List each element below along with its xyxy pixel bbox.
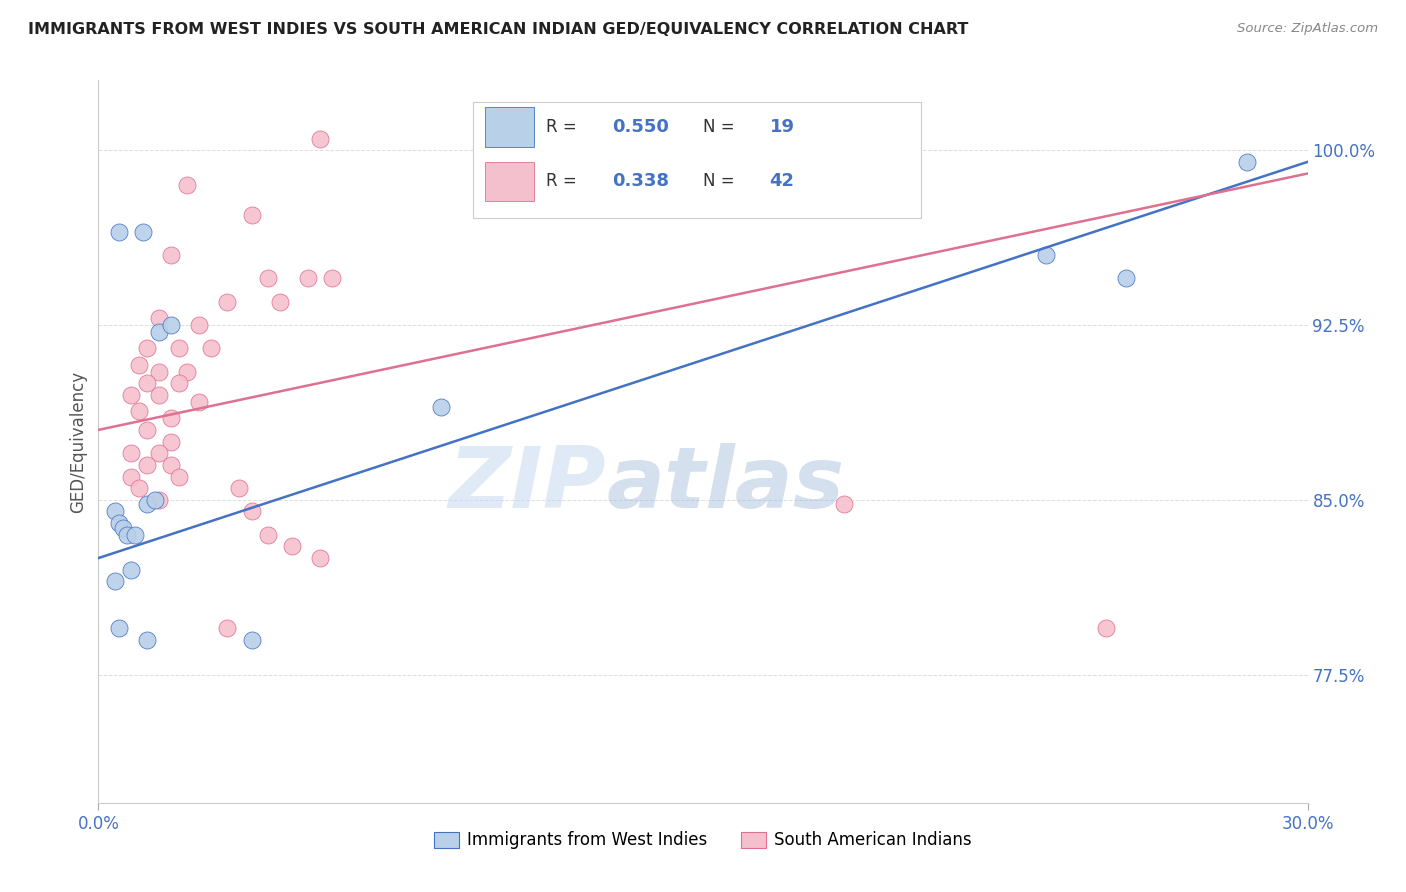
Point xyxy=(160,411,183,425)
Point xyxy=(240,504,263,518)
Legend: Immigrants from West Indies, South American Indians: Immigrants from West Indies, South Ameri… xyxy=(427,824,979,856)
Point xyxy=(148,325,170,339)
Point xyxy=(160,248,183,262)
FancyBboxPatch shape xyxy=(485,107,534,147)
Point xyxy=(120,388,142,402)
FancyBboxPatch shape xyxy=(485,161,534,202)
Text: 0.338: 0.338 xyxy=(613,172,669,190)
Text: atlas: atlas xyxy=(606,443,845,526)
Point xyxy=(160,458,183,472)
Point xyxy=(135,458,157,472)
Point xyxy=(160,434,183,449)
Point xyxy=(124,528,146,542)
Point xyxy=(143,492,166,507)
Point xyxy=(1236,154,1258,169)
Point xyxy=(148,388,170,402)
Point xyxy=(167,376,190,391)
Point xyxy=(103,574,125,589)
Point xyxy=(148,492,170,507)
Point xyxy=(135,423,157,437)
Point xyxy=(148,365,170,379)
Text: R =: R = xyxy=(546,119,582,136)
Point xyxy=(107,225,129,239)
Point xyxy=(160,318,183,332)
Point xyxy=(120,563,142,577)
Point xyxy=(103,504,125,518)
Point xyxy=(309,551,332,566)
Point xyxy=(200,341,222,355)
Point xyxy=(1115,271,1137,285)
Text: R =: R = xyxy=(546,172,582,190)
Point xyxy=(188,318,211,332)
Point xyxy=(128,404,150,418)
Point xyxy=(297,271,319,285)
Point xyxy=(430,400,453,414)
Point xyxy=(256,271,278,285)
Point xyxy=(148,446,170,460)
Point xyxy=(132,225,155,239)
Point xyxy=(281,540,304,554)
Point xyxy=(107,516,129,530)
Text: N =: N = xyxy=(703,172,740,190)
Point xyxy=(228,481,250,495)
Text: Source: ZipAtlas.com: Source: ZipAtlas.com xyxy=(1237,22,1378,36)
Point xyxy=(107,621,129,635)
Point xyxy=(115,528,138,542)
Point xyxy=(120,446,142,460)
Point xyxy=(188,395,211,409)
Point xyxy=(217,294,239,309)
Point xyxy=(135,376,157,391)
Y-axis label: GED/Equivalency: GED/Equivalency xyxy=(69,370,87,513)
Point xyxy=(167,469,190,483)
Point xyxy=(240,632,263,647)
Point xyxy=(148,311,170,326)
Point xyxy=(309,131,332,145)
Point xyxy=(128,481,150,495)
FancyBboxPatch shape xyxy=(474,102,921,218)
Point xyxy=(135,632,157,647)
Point xyxy=(1095,621,1118,635)
Point xyxy=(1035,248,1057,262)
Text: ZIP: ZIP xyxy=(449,443,606,526)
Point xyxy=(135,341,157,355)
Point xyxy=(256,528,278,542)
Point xyxy=(111,521,134,535)
Point xyxy=(217,621,239,635)
Point xyxy=(128,358,150,372)
Point xyxy=(321,271,343,285)
Text: 0.550: 0.550 xyxy=(613,119,669,136)
Point xyxy=(176,365,198,379)
Point xyxy=(832,498,855,512)
Text: IMMIGRANTS FROM WEST INDIES VS SOUTH AMERICAN INDIAN GED/EQUIVALENCY CORRELATION: IMMIGRANTS FROM WEST INDIES VS SOUTH AME… xyxy=(28,22,969,37)
Point xyxy=(269,294,291,309)
Point xyxy=(167,341,190,355)
Point xyxy=(120,469,142,483)
Text: 19: 19 xyxy=(769,119,794,136)
Point xyxy=(240,209,263,223)
Text: 42: 42 xyxy=(769,172,794,190)
Point xyxy=(176,178,198,193)
Text: N =: N = xyxy=(703,119,740,136)
Point xyxy=(135,498,157,512)
